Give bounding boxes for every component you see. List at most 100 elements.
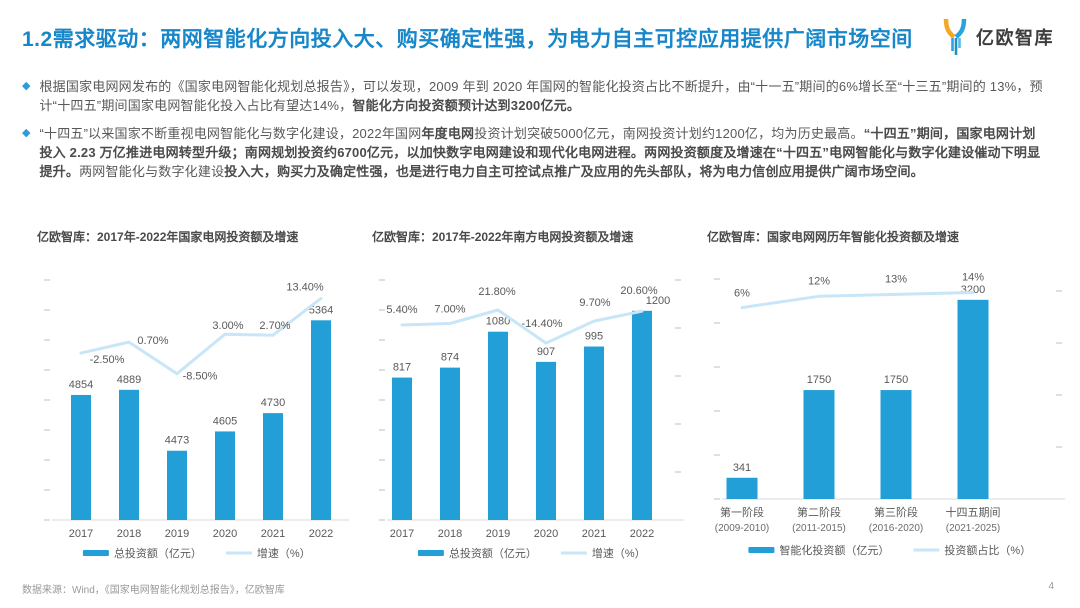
chart-label: -14.40% [522,318,563,330]
legend-bar-swatch [82,550,109,556]
chart-label: 2020 [534,528,558,540]
chart-label: 20.60% [620,285,658,297]
chart-label: 13% [885,273,907,285]
chart-label: 2022 [630,528,654,540]
legend-line-swatch [225,551,252,555]
chart-label: 4605 [213,415,237,427]
bar [957,299,989,499]
legend-bar-swatch [748,547,775,553]
chart-label: 十四五期间 [946,505,1001,519]
chart-title: 亿欧智库：2017年-2022年南方电网投资额及增速 [372,230,634,244]
chart-label: 14% [962,272,984,284]
chart-label: (2009-2010) [715,523,769,534]
legend-line-swatch [913,548,940,552]
summary-bullets: ◆ 根据国家电网网发布的《国家电网智能化规划总报告》，可以发现，2009 年到 2… [22,77,1044,181]
bar [263,413,283,520]
line-series [400,308,644,345]
chart-title: 亿欧智库：国家电网网历年智能化投资额及增速 [707,230,960,244]
chart-label: 2.70% [259,320,290,332]
bar [488,331,508,520]
chart-label: 智能化投资额（亿元） [779,543,889,557]
chart-label: 2017 [69,528,93,540]
chart-label: 341 [733,462,751,474]
chart-label: 4854 [69,379,93,391]
chart-canvas: 817 874 1080 907 995 1200 5.40% 7.00% 21.80% -14.… [379,279,684,560]
chart-label: 2019 [165,528,189,540]
chart-label: 第二阶段 [797,505,841,519]
chart-smart-grid-investment: 亿欧智库：国家电网网历年智能化投资额及增速 341 1750 1750 3200 6% 1… [705,228,1071,569]
chart-southern-grid-investment: 亿欧智库：2017年-2022年南方电网投资额及增速 817 874 1080 907… [370,228,690,569]
bar [440,367,460,520]
chart-canvas: 4854 4889 4473 4605 4730 5364 -2.50% 0.70% -8.50… [44,279,349,560]
chart-label: 21.80% [478,286,516,298]
brand-logo: 亿欧智库 [940,17,1054,57]
chart-label: (2021-2025) [946,523,1000,534]
chart-label: 1750 [807,374,831,386]
line-series [740,291,975,310]
page-number: 4 [1048,581,1054,592]
chart-label: 874 [441,352,459,364]
chart-plot: 341 1750 1750 3200 6% 12% 13% 14% 第一阶段 (2009-2010… [705,255,1071,569]
chart-label: 投资额占比（%） [944,543,1031,557]
chart-label: 4730 [261,397,285,409]
bullet-item: ◆ 根据国家电网网发布的《国家电网智能化规划总报告》，可以发现，2009 年到 2… [22,77,1044,115]
bar [167,450,187,520]
bar [803,390,835,499]
brand-logo-text: 亿欧智库 [976,28,1054,48]
chart-label: 4473 [165,435,189,447]
chart-plot: 4854 4889 4473 4605 4730 5364 -2.50% 0.70% -8.50… [35,255,355,569]
chart-label: 5.40% [386,304,417,316]
chart-state-grid-investment: 亿欧智库：2017年-2022年国家电网投资额及增速 4854 4889 4473 4… [35,228,355,569]
chart-label: 1200 [646,295,670,307]
bar [119,389,139,520]
chart-label: 2019 [486,528,510,540]
chart-label: 2018 [438,528,462,540]
bullet-diamond-icon: ◆ [22,80,31,92]
chart-label: 总投资额（亿元） [449,546,537,560]
bar [311,320,331,520]
chart-label: 总投资额（亿元） [114,546,202,560]
chart-label: -2.50% [90,354,125,366]
bar [71,394,91,520]
chart-label: 2017 [390,528,414,540]
chart-label: 907 [537,346,555,358]
page-title: 1.2需求驱动：两网智能化方向投入大、购买确定性强，为电力自主可控应用提供广阔市… [22,28,913,52]
chart-label: 增速（%） [592,546,646,560]
bullet-text: “十四五”以来国家不断重视电网智能化与数字化建设，2022年国网年度电网投资计划… [39,126,1041,179]
chart-title: 亿欧智库：2017年-2022年国家电网投资额及增速 [37,230,299,244]
chart-label: 1750 [884,374,908,386]
chart-label: 5364 [309,304,333,316]
chart-label: (2016-2020) [869,523,923,534]
line-series [79,296,323,376]
chart-label: 7.00% [434,304,465,316]
bar [632,310,652,520]
chart-label: 增速（%） [257,546,311,560]
chart-label: 第三阶段 [874,505,918,519]
chart-label: 4889 [117,374,141,386]
bullet-item: ◆ “十四五”以来国家不断重视电网智能化与数字化建设，2022年国网年度电网投资计… [22,124,1044,181]
chart-label: 2022 [309,528,333,540]
chart-label: 3.00% [212,320,243,332]
charts-row: 亿欧智库：2017年-2022年国家电网投资额及增速 4854 4889 4473 4… [35,228,1071,569]
chart-label: 2018 [117,528,141,540]
chart-label: 2021 [261,528,285,540]
chart-label: (2011-2015) [792,523,846,534]
chart-label: 2020 [213,528,237,540]
legend-bar-swatch [417,550,444,556]
legend-line-swatch [560,551,587,555]
chart-label: 12% [808,275,830,287]
chart-label: 0.70% [137,335,168,347]
chart-label: 2021 [582,528,606,540]
bar [880,390,912,499]
footer: 数据来源：Wind，《国家电网智能化规划总报告》，亿欧智库 4 [22,581,1054,596]
chart-label: 6% [734,288,750,300]
chart-label: -8.50% [183,371,218,383]
chart-label: 1080 [486,316,510,328]
bullet-diamond-icon: ◆ [22,127,31,139]
bar [584,346,604,520]
bullet-text: 根据国家电网网发布的《国家电网智能化规划总报告》，可以发现，2009 年到 20… [39,79,1043,113]
bar [726,477,758,499]
chart-label: 817 [393,362,411,374]
